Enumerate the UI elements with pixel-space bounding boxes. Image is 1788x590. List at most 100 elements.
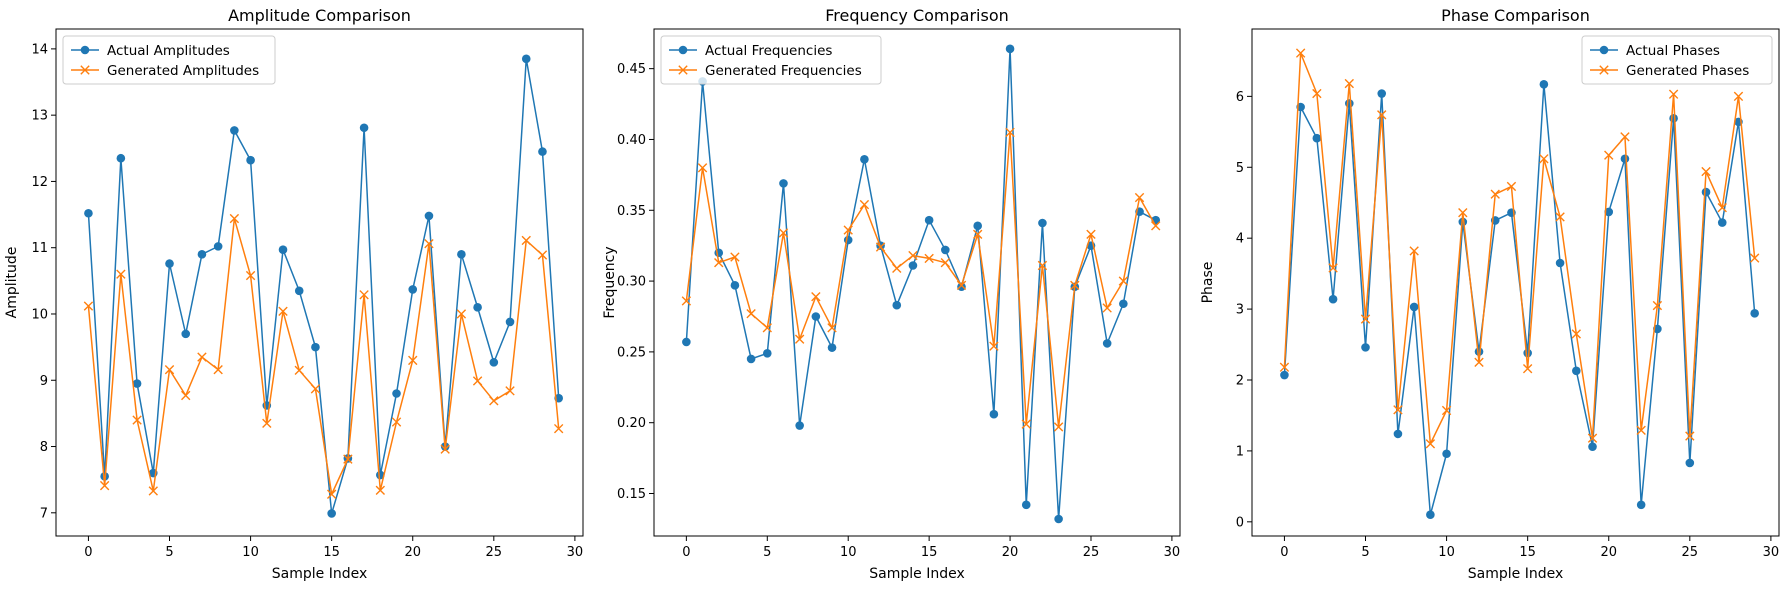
x-tick-label: 5 <box>763 545 771 560</box>
data-point <box>827 323 837 333</box>
x-tick-label: 25 <box>1083 545 1100 560</box>
y-tick-label: 0.15 <box>617 487 646 502</box>
data-point <box>181 329 191 339</box>
x-tick-label: 10 <box>242 545 259 560</box>
data-point <box>262 418 272 429</box>
legend-label: Actual Phases <box>1626 43 1720 59</box>
data-point <box>1377 110 1387 120</box>
data-point <box>553 423 564 434</box>
data-point <box>408 285 418 294</box>
x-axis-label: Sample Index <box>1468 566 1563 582</box>
data-point <box>730 281 740 290</box>
legend-marker <box>1599 45 1609 55</box>
data-point <box>1522 363 1533 374</box>
x-tick-label: 30 <box>1763 545 1780 560</box>
chart-title: Frequency Comparison <box>825 6 1009 25</box>
data-point <box>99 480 110 491</box>
data-point <box>1669 114 1678 123</box>
data-point <box>116 269 126 279</box>
data-point <box>521 54 531 64</box>
data-point <box>1021 419 1031 429</box>
data-point <box>1506 181 1517 192</box>
legend-box <box>660 35 882 85</box>
chart-3: 0 5 10 15 20 25 30 0 1 2 3 4 5 6 Phase Comparison Sampl… <box>1200 6 1780 582</box>
legend-label: Generated Frequencies <box>705 63 862 79</box>
y-tick-label: 11 <box>31 241 48 256</box>
data-point <box>892 263 902 274</box>
y-tick-label: 13 <box>31 109 48 124</box>
plot-frame <box>55 28 584 537</box>
data-point <box>359 290 369 300</box>
plot-frame <box>653 28 1181 537</box>
data-point <box>908 250 918 261</box>
data-point <box>973 221 982 231</box>
data-point <box>278 306 288 317</box>
data-point <box>1717 202 1727 213</box>
data-point <box>827 343 837 352</box>
data-point <box>1070 280 1080 291</box>
data-point <box>1636 425 1646 436</box>
data-point <box>1053 422 1064 432</box>
y-tick-label: 0.30 <box>617 275 646 290</box>
y-tick-label: 6 <box>1236 90 1244 105</box>
data-point <box>892 300 902 310</box>
data-point <box>1344 99 1354 108</box>
x-tick-label: 30 <box>567 545 584 560</box>
data-point <box>681 296 692 306</box>
data-point <box>1312 133 1322 143</box>
data-point <box>957 282 966 292</box>
legend: Actual Amplitudes Generated Amplitudes <box>62 35 276 85</box>
data-point <box>1523 348 1532 358</box>
series-line-2 <box>685 131 1157 428</box>
data-point <box>746 308 756 319</box>
data-point <box>762 349 772 358</box>
x-tick-label: 0 <box>682 545 690 560</box>
data-point <box>84 208 93 218</box>
series-line-1 <box>685 48 1157 520</box>
data-point <box>424 211 434 221</box>
data-point <box>697 163 708 173</box>
legend-label: Actual Frequencies <box>705 43 832 59</box>
x-tick-label: 30 <box>1164 545 1181 560</box>
x-tick-label: 25 <box>486 545 503 560</box>
data-point <box>1102 339 1112 348</box>
y-tick-label: 10 <box>31 307 48 322</box>
data-point <box>1587 433 1598 443</box>
data-point <box>294 365 304 376</box>
data-point <box>1119 299 1128 309</box>
x-tick-label: 0 <box>1280 545 1288 560</box>
data-point <box>1280 370 1289 380</box>
data-point <box>1344 78 1354 89</box>
legend-label: Generated Phases <box>1626 63 1749 79</box>
data-point <box>1474 357 1484 367</box>
data-point <box>1733 91 1744 102</box>
data-point <box>989 341 999 351</box>
data-point <box>1750 309 1759 318</box>
data-point <box>1685 431 1695 441</box>
series-line-1 <box>1283 83 1756 516</box>
series-line-2 <box>87 217 560 495</box>
data-point <box>1636 500 1646 510</box>
y-axis-label: Amplitude <box>4 247 20 319</box>
data-point <box>132 379 142 388</box>
data-point <box>1442 449 1451 459</box>
data-point <box>843 225 853 235</box>
data-point <box>1572 366 1581 376</box>
legend-marker <box>678 45 688 55</box>
y-tick-label: 0.40 <box>617 133 646 148</box>
x-axis-label: Sample Index <box>869 566 964 582</box>
data-point <box>294 286 304 296</box>
data-point <box>391 417 402 427</box>
plot-frame <box>1251 28 1780 537</box>
data-point <box>1474 347 1484 356</box>
data-point <box>972 229 983 240</box>
data-point <box>1005 44 1015 54</box>
data-point <box>811 312 821 321</box>
data-point <box>1312 88 1322 99</box>
data-point <box>1393 429 1403 439</box>
data-point <box>1685 458 1695 468</box>
legend: Actual Frequencies Generated Frequencies <box>660 35 882 85</box>
chart-2: 0 5 10 15 20 25 30 0.15 0.20 0.25 0.30 0.35 0.40 0.45… <box>602 6 1181 582</box>
legend-box <box>1581 35 1773 85</box>
